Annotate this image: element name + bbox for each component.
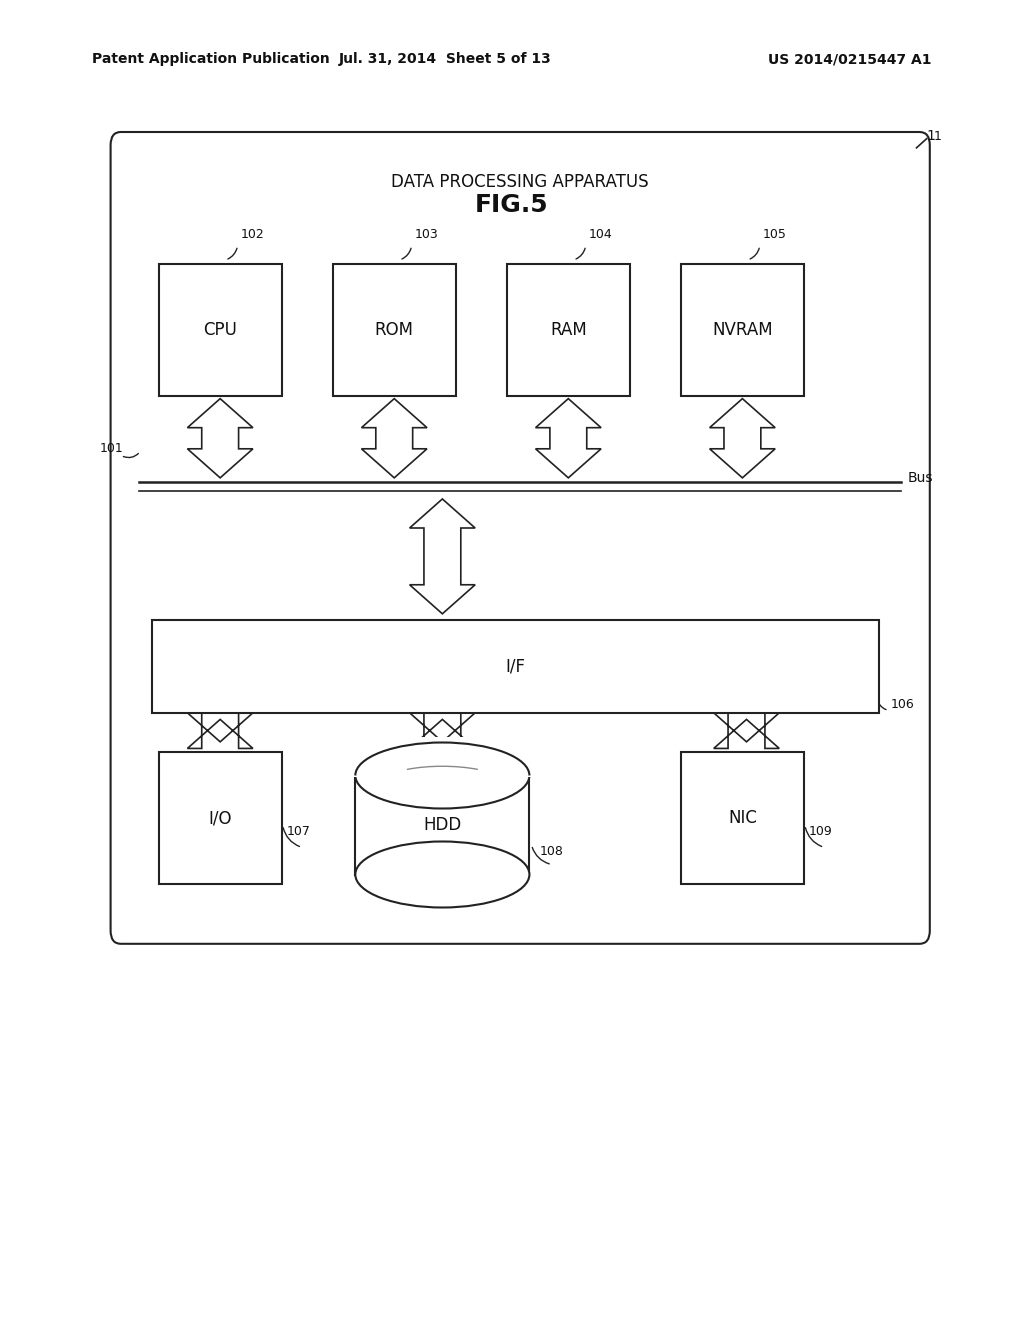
Bar xyxy=(355,775,529,874)
Text: 1: 1 xyxy=(934,129,942,143)
Text: NVRAM: NVRAM xyxy=(712,321,773,339)
Polygon shape xyxy=(361,399,427,478)
Text: 104: 104 xyxy=(589,228,612,242)
Text: 101: 101 xyxy=(99,442,123,455)
FancyBboxPatch shape xyxy=(152,620,879,713)
Polygon shape xyxy=(187,399,253,478)
FancyBboxPatch shape xyxy=(681,264,804,396)
FancyBboxPatch shape xyxy=(507,264,630,396)
Polygon shape xyxy=(410,499,475,614)
FancyBboxPatch shape xyxy=(333,264,456,396)
Text: 106: 106 xyxy=(891,698,914,711)
Text: 108: 108 xyxy=(540,845,563,858)
Text: US 2014/0215447 A1: US 2014/0215447 A1 xyxy=(768,53,932,66)
Polygon shape xyxy=(410,713,475,748)
Text: FIG.5: FIG.5 xyxy=(475,193,549,216)
Text: Bus: Bus xyxy=(907,471,933,484)
FancyBboxPatch shape xyxy=(159,264,282,396)
Ellipse shape xyxy=(355,842,529,908)
Polygon shape xyxy=(710,399,775,478)
Text: 102: 102 xyxy=(241,228,264,242)
Text: HDD: HDD xyxy=(423,816,462,834)
Text: ROM: ROM xyxy=(375,321,414,339)
Text: 1: 1 xyxy=(927,129,936,143)
Text: 109: 109 xyxy=(809,825,833,838)
Bar xyxy=(353,737,531,776)
Polygon shape xyxy=(714,713,779,748)
Text: I/F: I/F xyxy=(505,657,525,676)
Polygon shape xyxy=(536,399,601,478)
Text: NIC: NIC xyxy=(728,809,757,828)
Text: 107: 107 xyxy=(287,825,310,838)
Text: 105: 105 xyxy=(763,228,786,242)
Text: DATA PROCESSING APPARATUS: DATA PROCESSING APPARATUS xyxy=(391,173,649,191)
Text: 103: 103 xyxy=(415,228,438,242)
Polygon shape xyxy=(187,713,253,748)
FancyBboxPatch shape xyxy=(111,132,930,944)
Text: RAM: RAM xyxy=(550,321,587,339)
FancyBboxPatch shape xyxy=(681,752,804,884)
Ellipse shape xyxy=(355,742,529,808)
Text: CPU: CPU xyxy=(203,321,238,339)
Text: I/O: I/O xyxy=(209,809,231,828)
FancyBboxPatch shape xyxy=(159,752,282,884)
Text: Patent Application Publication: Patent Application Publication xyxy=(92,53,330,66)
Text: Jul. 31, 2014  Sheet 5 of 13: Jul. 31, 2014 Sheet 5 of 13 xyxy=(339,53,552,66)
